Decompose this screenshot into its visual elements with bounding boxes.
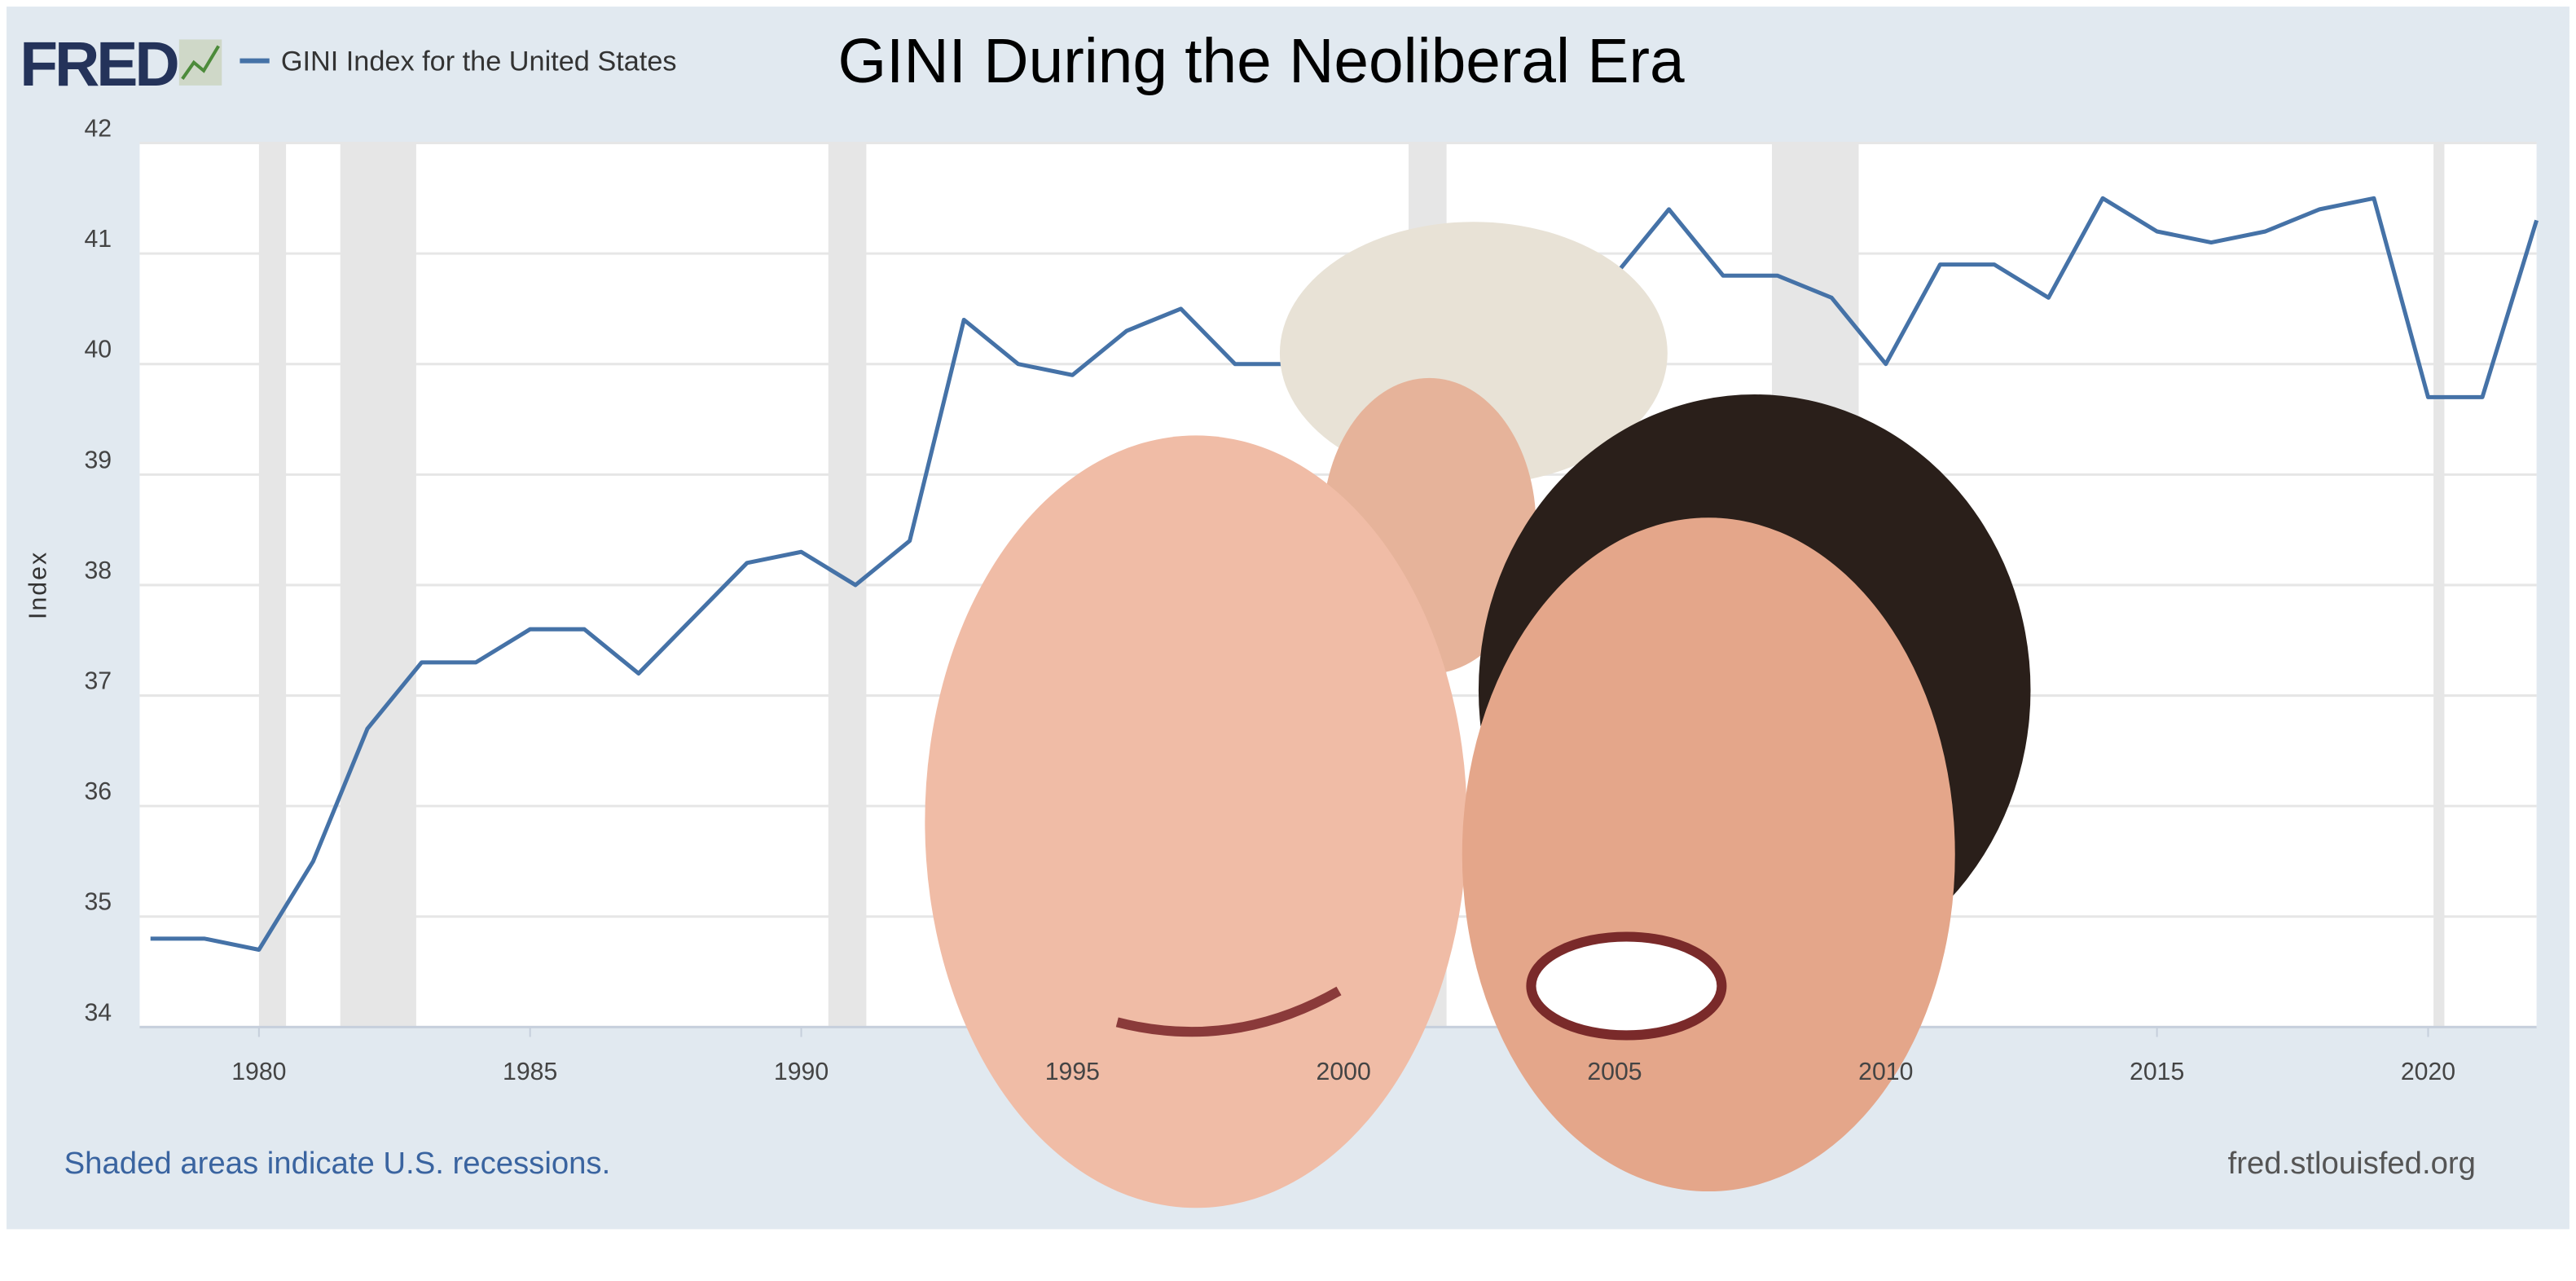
recession-note: Shaded areas indicate U.S. recessions. bbox=[64, 1146, 611, 1181]
x-tick-label: 2000 bbox=[1317, 1059, 1371, 1085]
x-tick-label: 1985 bbox=[503, 1059, 557, 1085]
x-tick-label: 1990 bbox=[774, 1059, 829, 1085]
y-tick-label: 41 bbox=[84, 226, 112, 253]
y-tick-label: 38 bbox=[84, 557, 112, 584]
photo-overlay bbox=[925, 222, 2031, 1208]
y-tick-label: 42 bbox=[84, 115, 112, 142]
logo-icon-line bbox=[181, 45, 220, 80]
y-tick-label: 34 bbox=[84, 999, 112, 1026]
mouth bbox=[1115, 986, 1342, 1037]
y-tick-label: 37 bbox=[84, 667, 112, 694]
y-tick-label: 36 bbox=[84, 778, 112, 805]
face bbox=[925, 435, 1467, 1208]
x-tick-label: 1980 bbox=[231, 1059, 286, 1085]
legend-label: GINI Index for the United States bbox=[281, 46, 677, 77]
y-axis-label: Index bbox=[24, 551, 51, 619]
x-tick-label: 2015 bbox=[2130, 1059, 2184, 1085]
y-tick-label: 39 bbox=[84, 447, 112, 473]
x-tick-label: 2005 bbox=[1587, 1059, 1642, 1085]
y-tick-label: 35 bbox=[84, 889, 112, 916]
chart-title: GINI During the Neoliberal Era bbox=[837, 27, 1685, 96]
x-tick-label: 2010 bbox=[1858, 1059, 1913, 1085]
logo-icon bbox=[178, 39, 222, 86]
mouth bbox=[1526, 931, 1727, 1041]
face bbox=[1462, 517, 1955, 1192]
source-label: fred.stlouisfed.org bbox=[2228, 1146, 2476, 1181]
x-tick-label: 1995 bbox=[1045, 1059, 1100, 1085]
brand-logo: FRED bbox=[20, 30, 178, 99]
x-tick-label: 2020 bbox=[2401, 1059, 2455, 1085]
y-tick-label: 40 bbox=[84, 337, 112, 363]
